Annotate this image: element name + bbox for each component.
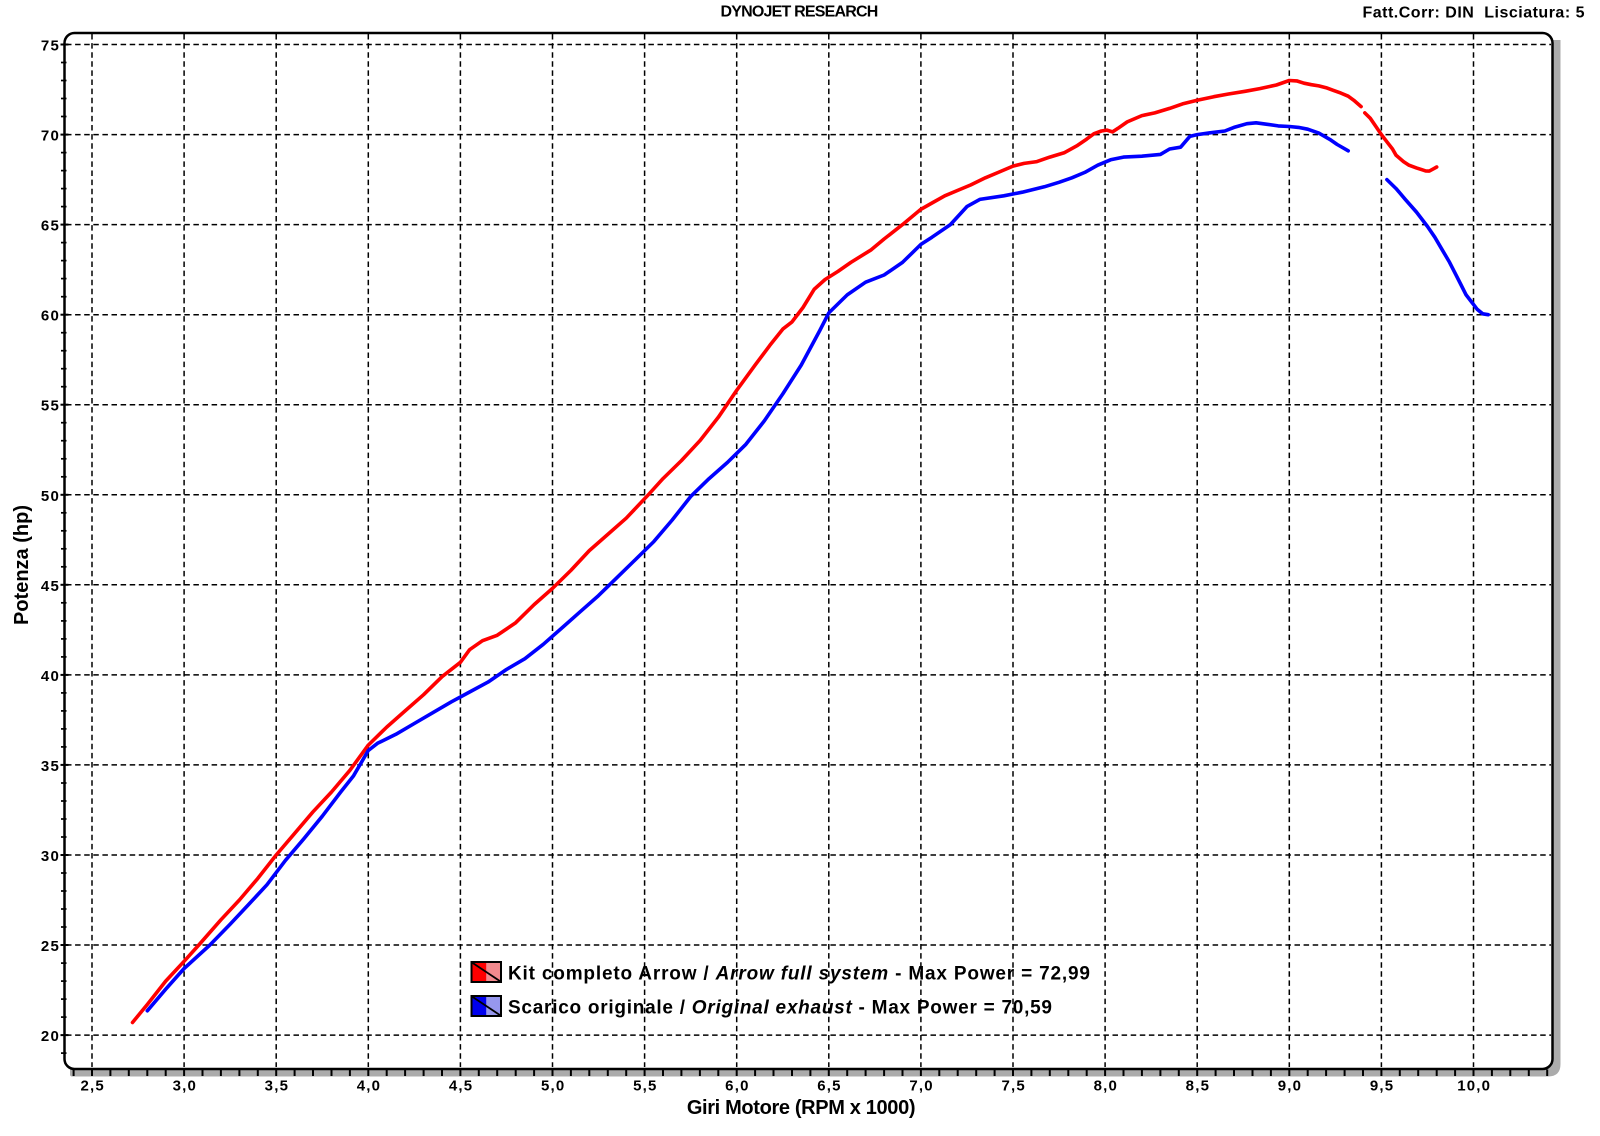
- svg-text:7,0: 7,0: [909, 1077, 933, 1094]
- svg-text:20: 20: [41, 1028, 60, 1045]
- svg-text:10,0: 10,0: [1457, 1077, 1491, 1094]
- svg-text:3,5: 3,5: [265, 1077, 289, 1094]
- svg-text:2,5: 2,5: [80, 1077, 104, 1094]
- svg-text:Fatt.Corr: DIN Lisciatura: 5: Fatt.Corr: DIN Lisciatura: 5: [1362, 5, 1585, 22]
- svg-text:60: 60: [41, 308, 60, 325]
- svg-text:9,5: 9,5: [1370, 1077, 1394, 1094]
- svg-text:45: 45: [41, 578, 60, 595]
- svg-text:9,0: 9,0: [1278, 1077, 1302, 1094]
- svg-text:25: 25: [41, 938, 60, 955]
- svg-text:DYNOJET RESEARCH: DYNOJET RESEARCH: [720, 4, 877, 21]
- svg-text:70: 70: [41, 128, 60, 145]
- svg-text:8,0: 8,0: [1094, 1077, 1118, 1094]
- svg-text:Kit completo Arrow / Arrow ful: Kit completo Arrow / Arrow full system -…: [508, 964, 1090, 985]
- svg-text:4,5: 4,5: [449, 1077, 473, 1094]
- svg-text:50: 50: [41, 488, 60, 505]
- svg-text:65: 65: [41, 218, 60, 235]
- svg-text:5,5: 5,5: [633, 1077, 657, 1094]
- svg-text:Scarico originale / Original e: Scarico originale / Original exhaust - M…: [508, 998, 1052, 1019]
- svg-text:Potenza (hp): Potenza (hp): [11, 505, 33, 625]
- svg-text:35: 35: [41, 758, 60, 775]
- svg-text:7,5: 7,5: [1001, 1077, 1025, 1094]
- svg-text:4,0: 4,0: [357, 1077, 381, 1094]
- svg-text:75: 75: [41, 38, 60, 55]
- svg-text:40: 40: [41, 668, 60, 685]
- svg-text:6,5: 6,5: [817, 1077, 841, 1094]
- svg-text:55: 55: [41, 398, 60, 415]
- svg-text:6,0: 6,0: [725, 1077, 749, 1094]
- svg-text:30: 30: [41, 848, 60, 865]
- svg-text:5,0: 5,0: [541, 1077, 565, 1094]
- svg-text:8,5: 8,5: [1186, 1077, 1210, 1094]
- svg-text:Giri Motore (RPM x 1000): Giri Motore (RPM x 1000): [687, 1097, 915, 1119]
- svg-text:3,0: 3,0: [173, 1077, 197, 1094]
